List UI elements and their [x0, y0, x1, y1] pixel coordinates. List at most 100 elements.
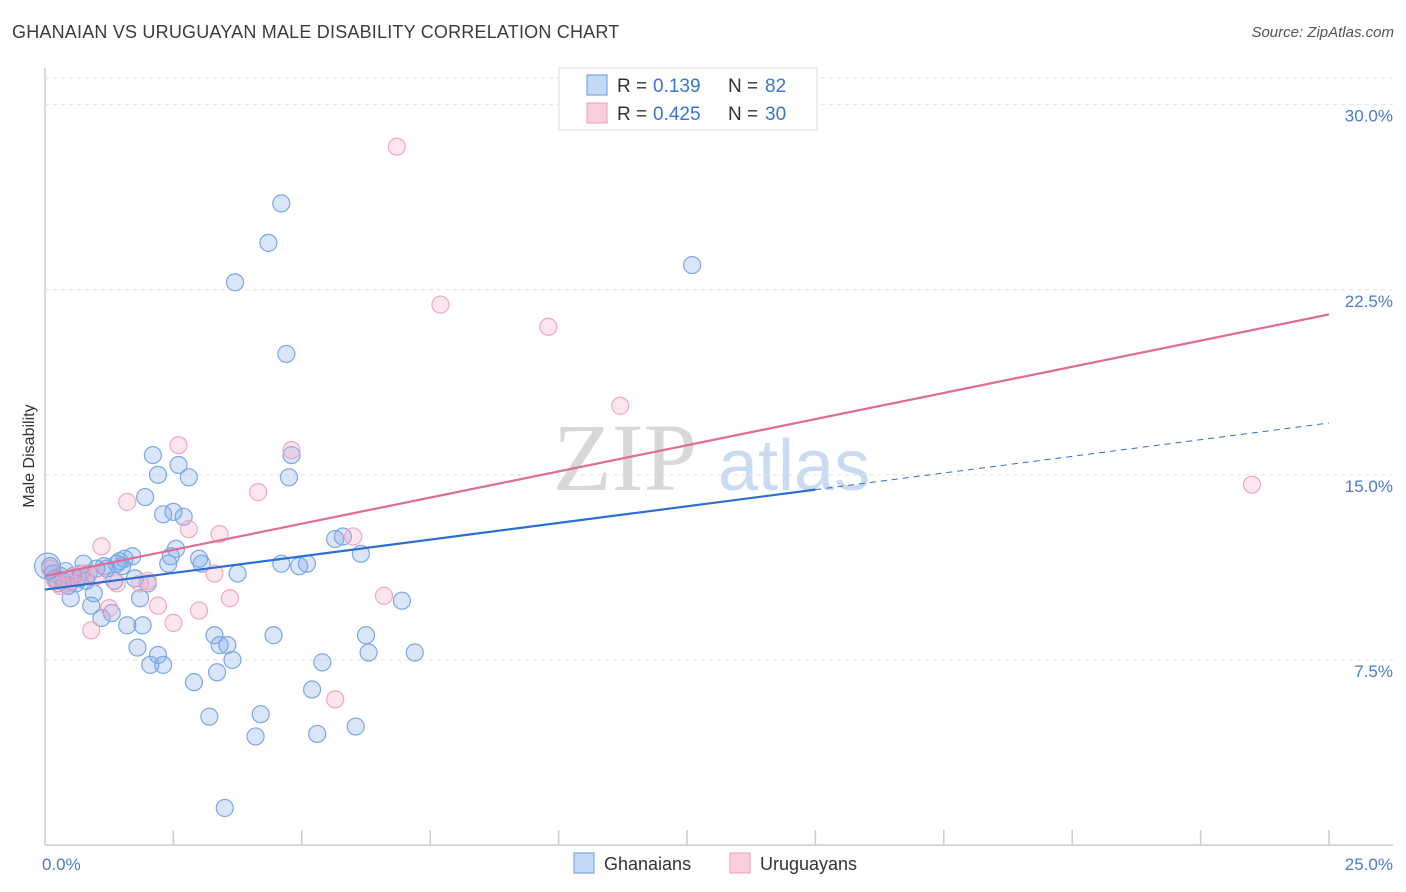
point-ghanaians	[159, 554, 178, 573]
point-ghanaians	[205, 626, 224, 645]
point-uruguayans	[539, 317, 558, 336]
legend-r-value-2: 0.425	[653, 104, 701, 125]
series-legend: Ghanaians Uruguayans	[573, 852, 857, 874]
point-ghanaians	[84, 584, 103, 603]
point-ghanaians	[164, 502, 183, 521]
point-ghanaians	[141, 655, 160, 674]
point-ghanaians	[346, 717, 365, 736]
point-ghanaians	[251, 705, 270, 724]
point-ghanaians	[302, 680, 322, 699]
legend-swatch-ghanaians	[586, 74, 608, 96]
point-ghanaians	[297, 554, 317, 573]
point-uruguayans	[431, 295, 450, 314]
point-uruguayans	[100, 598, 119, 618]
point-ghanaians	[179, 468, 198, 487]
y-tick-label: 22.5%	[1345, 292, 1393, 311]
trend-line-ghanaians-extension	[815, 422, 1330, 491]
point-uruguayans	[179, 520, 198, 539]
point-uruguayans	[611, 396, 630, 415]
point-uruguayans	[118, 492, 137, 512]
point-uruguayans	[249, 483, 268, 502]
trend-lines	[44, 313, 1330, 591]
legend-r-value-1: 0.139	[653, 76, 701, 97]
point-ghanaians	[246, 727, 265, 746]
point-ghanaians	[359, 643, 378, 662]
point-ghanaians	[128, 638, 147, 657]
y-tick-label: 30.0%	[1345, 107, 1393, 126]
x-tick-label-min: 0.0%	[42, 855, 81, 874]
point-ghanaians	[215, 798, 234, 818]
point-ghanaians	[200, 707, 219, 726]
correlation-legend: R = 0.139 N = 82 R = 0.425 N = 30	[558, 67, 818, 131]
legend-r-label-1: R =	[617, 76, 647, 97]
point-uruguayans	[82, 621, 101, 640]
point-uruguayans	[282, 441, 301, 460]
bottom-legend-ghanaians: Ghanaians	[604, 854, 691, 874]
point-uruguayans	[220, 589, 239, 608]
y-tick-label: 7.5%	[1354, 662, 1393, 681]
point-ghanaians	[225, 273, 245, 292]
point-ghanaians	[154, 655, 173, 674]
point-ghanaians	[169, 455, 188, 475]
point-uruguayans	[205, 564, 224, 583]
point-ghanaians	[223, 650, 242, 670]
point-ghanaians	[392, 591, 412, 610]
x-ticks	[172, 830, 1330, 845]
point-ghanaians	[184, 673, 204, 692]
watermark-atlas: atlas	[718, 426, 870, 506]
legend-r-label-2: R =	[617, 104, 647, 125]
legend-swatch-uruguayans	[586, 102, 608, 124]
point-ghanaians	[683, 255, 702, 275]
point-ghanaians	[33, 552, 62, 580]
point-ghanaians	[228, 564, 247, 583]
bottom-legend-swatch-ghanaians	[573, 852, 595, 874]
trend-line-uruguayans	[44, 313, 1330, 578]
point-ghanaians	[133, 616, 152, 635]
legend-n-label-1: N =	[728, 76, 758, 97]
legend-n-value-1: 82	[765, 76, 786, 97]
point-uruguayans	[374, 586, 394, 605]
x-tick-label-max: 25.0%	[1345, 855, 1393, 874]
point-ghanaians	[207, 663, 227, 682]
point-ghanaians	[102, 603, 121, 623]
point-uruguayans	[210, 524, 229, 544]
bottom-legend-uruguayans: Uruguayans	[760, 854, 857, 874]
point-uruguayans	[326, 690, 345, 709]
point-ghanaians	[118, 616, 137, 635]
point-uruguayans	[164, 613, 183, 633]
point-ghanaians	[333, 527, 352, 546]
point-uruguayans	[169, 436, 188, 455]
point-uruguayans	[189, 601, 209, 620]
point-uruguayans	[148, 596, 168, 615]
point-ghanaians	[210, 636, 229, 655]
point-uruguayans	[87, 566, 106, 586]
source-label: Source: ZipAtlas.com	[1251, 24, 1394, 41]
point-ghanaians	[259, 233, 278, 252]
chart-title: GHANAIAN VS URUGUAYAN MALE DISABILITY CO…	[12, 22, 620, 42]
y-tick-labels: 7.5% 15.0% 22.5% 30.0%	[1345, 107, 1393, 681]
gridlines	[45, 77, 1393, 661]
y-tick-label: 15.0%	[1345, 477, 1393, 496]
point-ghanaians	[130, 589, 150, 608]
point-ghanaians	[313, 653, 332, 672]
legend-n-value-2: 30	[765, 104, 786, 125]
point-ghanaians	[148, 645, 168, 665]
point-ghanaians	[189, 549, 209, 568]
point-ghanaians	[272, 194, 291, 213]
legend-n-label-2: N =	[728, 104, 758, 125]
trend-line-ghanaians	[44, 488, 816, 591]
point-ghanaians	[143, 445, 162, 465]
point-uruguayans	[107, 574, 127, 593]
bottom-legend-swatch-uruguayans	[729, 852, 751, 874]
point-uruguayans	[387, 137, 406, 156]
y-axis-label: Male Disability	[21, 404, 38, 507]
point-ghanaians	[282, 445, 301, 465]
point-ghanaians	[308, 724, 327, 744]
point-ghanaians	[264, 626, 283, 645]
point-ghanaians	[277, 344, 296, 364]
point-ghanaians	[279, 468, 299, 487]
point-ghanaians	[405, 643, 424, 662]
point-uruguayans	[344, 527, 363, 546]
point-ghanaians	[148, 465, 168, 484]
